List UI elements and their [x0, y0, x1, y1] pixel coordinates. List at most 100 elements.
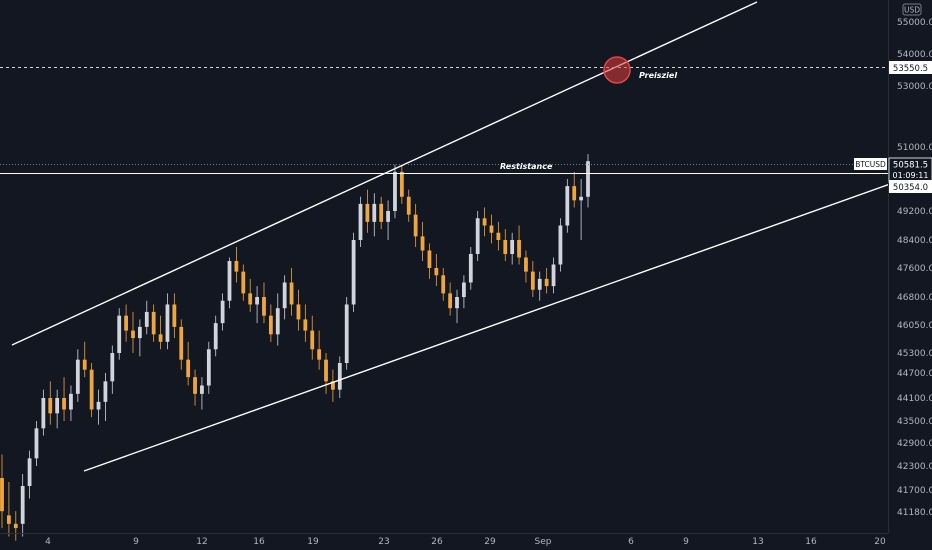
candle: [379, 196, 384, 230]
candle: [227, 257, 232, 309]
candle: [103, 373, 108, 421]
candle: [262, 282, 266, 324]
candle: [34, 421, 39, 466]
last-price-tag: 50581.5 01:09:11: [888, 157, 932, 183]
y-tick-label: 51000.0: [897, 143, 932, 153]
svg-text:50354.0: 50354.0: [893, 183, 928, 193]
y-tick-label: 49200.0: [897, 207, 932, 217]
candle: [48, 381, 53, 425]
lower-channel-line[interactable]: [83, 183, 891, 472]
candle: [393, 164, 397, 219]
svg-text:53550.5: 53550.5: [893, 64, 928, 74]
candle: [69, 385, 73, 421]
candle: [358, 196, 363, 247]
x-tick-label: 19: [307, 537, 319, 547]
candle: [365, 189, 370, 233]
x-tick-label: 13: [752, 537, 763, 547]
x-tick-label: 20: [874, 537, 886, 547]
candle: [537, 271, 542, 301]
svg-text:01:09:11: 01:09:11: [893, 171, 929, 180]
candle: [186, 341, 191, 386]
candle: [503, 229, 508, 261]
candle: [544, 268, 549, 294]
candle: [296, 289, 301, 331]
candle: [434, 254, 439, 287]
candle: [386, 200, 390, 240]
y-tick-label: 44100.0: [897, 394, 932, 404]
candle: [213, 315, 218, 357]
price-axis[interactable]: 55000.0 54000.0 53000.0 51000.0 49200.0 48400…: [888, 0, 932, 533]
candle: [289, 268, 294, 316]
x-tick-label: 16: [253, 537, 265, 547]
x-tick-label: 29: [484, 537, 496, 547]
candle: [75, 349, 80, 402]
candle: [124, 304, 128, 342]
candle: [510, 232, 515, 265]
candle: [586, 154, 590, 208]
candle: [255, 286, 259, 324]
candle: [468, 247, 473, 290]
y-tick-label: 41700.0: [897, 486, 932, 496]
svg-text:50581.5: 50581.5: [893, 161, 928, 171]
target-price-tag: 53550.5: [889, 61, 932, 74]
x-tick-label: 9: [133, 537, 139, 547]
candle: [303, 304, 308, 342]
x-tick-label: Sep: [535, 537, 552, 547]
candle: [0, 454, 4, 529]
candle: [572, 171, 577, 208]
candle: [399, 164, 404, 204]
candle: [351, 232, 356, 312]
resistance-price-tag: 50354.0: [889, 180, 932, 193]
y-tick-label: 53000.0: [897, 82, 932, 92]
candle: [441, 268, 446, 301]
y-tick-label: 54000.0: [897, 50, 932, 60]
candle: [20, 474, 25, 537]
candle: [179, 319, 184, 370]
candle: [268, 304, 273, 342]
y-tick-label: 47600.0: [897, 264, 932, 274]
candle: [475, 211, 480, 261]
candle: [137, 319, 142, 357]
candle: [337, 356, 342, 398]
candle: [55, 389, 60, 429]
horizontal-levels: [0, 67, 888, 174]
candle: [144, 300, 149, 335]
candle: [524, 250, 528, 283]
symbol-label: BTCUSD: [854, 158, 887, 170]
y-tick-label: 45300.0: [897, 349, 932, 359]
time-axis[interactable]: 4 9 12 16 19 23 26 29 Sep 6 9 13 16 20: [0, 533, 888, 548]
y-tick-label: 55000.0: [897, 18, 932, 28]
target-circle-marker[interactable]: [603, 56, 631, 84]
candle: [200, 377, 204, 410]
candle: [413, 203, 418, 247]
svg-text:USD: USD: [904, 6, 920, 15]
candle: [489, 214, 494, 244]
candle: [427, 243, 432, 279]
candle: [62, 377, 66, 421]
candle: [530, 261, 535, 297]
candle: [282, 275, 287, 320]
candle: [27, 450, 32, 499]
x-tick-label: 12: [196, 537, 207, 547]
x-tick-label: 6: [628, 537, 634, 547]
resistance-annotation: Restistance: [500, 162, 553, 171]
y-tick-label: 42900.0: [897, 439, 932, 449]
x-tick-label: 26: [431, 537, 443, 547]
y-tick-label: 43500.0: [897, 417, 932, 427]
candle: [462, 275, 466, 309]
candle: [372, 193, 377, 237]
candle: [41, 389, 46, 436]
candle: [331, 369, 335, 402]
candle: [482, 207, 487, 237]
candle: [165, 293, 170, 350]
candle: [193, 369, 197, 406]
currency-badge[interactable]: USD: [902, 3, 922, 16]
candle: [448, 282, 453, 316]
candle: [206, 341, 211, 394]
candle: [275, 293, 280, 346]
candle: [117, 308, 122, 360]
candle: [579, 179, 584, 240]
candle: [565, 179, 570, 233]
y-tick-label: 48400.0: [897, 236, 932, 246]
